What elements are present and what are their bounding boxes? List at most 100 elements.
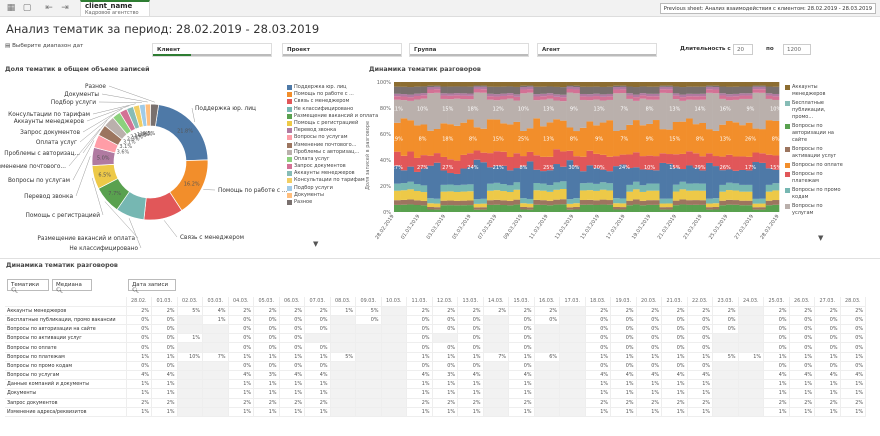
bar-data-label: 27% xyxy=(417,165,428,171)
date-column-header[interactable]: 06.03. xyxy=(279,297,305,307)
back-icon[interactable]: ⇤ xyxy=(45,3,53,13)
date-column-header[interactable]: 04.03. xyxy=(228,297,254,307)
stacked-title: Динамика тематик разговоров xyxy=(369,66,481,73)
x-tick-label: 27.03.2019 xyxy=(734,214,755,241)
pivot-table-container[interactable]: 28.02. 01.03. 02.03. 03.03. 04.03. 05.03. 06.0… xyxy=(5,297,875,436)
date-column-header[interactable]: 07.03. xyxy=(304,297,331,307)
stack-segment xyxy=(413,82,421,87)
bookmark-icon[interactable]: ▢ xyxy=(22,3,32,13)
row-topic-name[interactable]: Документы xyxy=(5,388,127,399)
stack-segment xyxy=(659,89,667,93)
table-cell xyxy=(330,324,356,335)
forward-icon[interactable]: ⇥ xyxy=(61,3,69,13)
date-column-header[interactable]: 17.03. xyxy=(559,297,586,307)
date-column-header[interactable]: 05.03. xyxy=(253,297,280,307)
stack-segment xyxy=(413,99,421,126)
app-tab[interactable]: client_name Кадровое агентство xyxy=(80,0,150,17)
table-cell: 1% xyxy=(457,379,484,390)
row-topic-name[interactable]: Вопросы по промо кодам xyxy=(5,361,127,372)
date-column-header[interactable]: 09.03. xyxy=(355,297,382,307)
bar-data-label: 8% xyxy=(696,137,704,143)
stack-segment xyxy=(453,185,461,192)
stack-segment xyxy=(752,128,760,153)
date-column-header[interactable]: 21.03. xyxy=(661,297,688,307)
filter-client[interactable]: Клиент xyxy=(152,43,272,57)
date-column-header[interactable]: 20.03. xyxy=(636,297,662,307)
date-column-header[interactable]: 15.03. xyxy=(508,297,535,307)
date-column-header[interactable]: 08.03. xyxy=(330,297,356,307)
date-column-header[interactable]: 18.03. xyxy=(585,297,611,307)
table-cell: 1% xyxy=(687,388,713,399)
row-topic-name[interactable]: Вопросы по услугам xyxy=(5,370,127,381)
date-column-header[interactable]: 28.02. xyxy=(126,297,152,307)
date-column-header[interactable]: 02.03. xyxy=(177,297,203,307)
date-column-header[interactable]: 13.03. xyxy=(457,297,484,307)
donut-category-label: Помощь по работе с ... xyxy=(218,188,288,194)
filter-project[interactable]: Проект xyxy=(282,43,402,57)
row-topic-name[interactable]: Данные компаний и документы xyxy=(5,379,127,390)
stack-segment xyxy=(480,152,488,163)
stacked-legend-scroll-icon[interactable]: ▼ xyxy=(818,234,824,242)
legend-scroll-icon[interactable]: ▼ xyxy=(313,240,319,248)
row-topic-name[interactable]: Изменение адреса/реквизитов xyxy=(5,407,127,417)
median-filter-button[interactable]: Медиана 🔍︎ xyxy=(52,279,92,294)
row-topic-name[interactable]: Вопросы по активации услуг xyxy=(5,333,127,344)
table-cell xyxy=(355,324,382,335)
date-column-header[interactable]: 12.03. xyxy=(432,297,458,307)
table-cell xyxy=(355,379,382,390)
date-column-header[interactable]: 24.03. xyxy=(738,297,764,307)
stack-segment xyxy=(546,191,554,201)
table-row: Изменение адреса/реквизитов 1% 1% 1% 1% 1% 1% 1… xyxy=(5,407,866,417)
row-topic-name[interactable]: Вопросы по платежам xyxy=(5,352,127,362)
date-column-header[interactable]: 03.03. xyxy=(202,297,229,307)
duration-from-input[interactable]: 20 xyxy=(733,44,753,55)
sheet-list-icon[interactable]: ▦ xyxy=(6,3,16,13)
date-column-header[interactable]: 23.03. xyxy=(712,297,739,307)
date-column-header[interactable]: 01.03. xyxy=(151,297,178,307)
donut-category-label: Не классифицировано xyxy=(69,246,138,252)
filter-group[interactable]: Группа xyxy=(409,43,529,57)
stack-segment xyxy=(413,86,421,94)
donut-value-label: 2.3% xyxy=(127,136,140,142)
stack-segment xyxy=(473,203,481,208)
row-topic-name[interactable]: Бесплатные публикации, промо вакансии xyxy=(5,315,127,326)
filter-agent[interactable]: Агент xyxy=(537,43,657,57)
duration-to-input[interactable]: 1200 xyxy=(783,44,811,55)
y-tick-label: 40% xyxy=(380,158,391,164)
date-range-button[interactable]: ▤ Выберите диапазон дат xyxy=(5,43,83,49)
stack-segment xyxy=(672,86,680,94)
table-cell: 0% xyxy=(789,315,815,326)
stack-segment xyxy=(672,93,680,96)
row-topic-name[interactable]: Вопросы по авторизации на сайте xyxy=(5,324,127,335)
stack-segment xyxy=(579,204,587,212)
date-column-header[interactable]: 28.03. xyxy=(840,297,866,307)
table-cell xyxy=(483,315,509,326)
stack-segment xyxy=(699,93,707,97)
stack-segment xyxy=(606,204,614,212)
date-filter-button[interactable]: Дата записи 🔍︎ xyxy=(128,279,176,294)
topics-filter-button[interactable]: Тематики 🔍︎ xyxy=(7,279,49,294)
date-column-header[interactable]: 16.03. xyxy=(534,297,560,307)
table-row: Вопросы по промо кодам 0% 0% 0% 0% 0% 0% 0% 0% 0%… xyxy=(5,361,866,372)
stack-segment xyxy=(712,82,720,86)
row-topic-name[interactable]: Запрос документов xyxy=(5,398,127,408)
date-column-header[interactable]: 10.03. xyxy=(381,297,407,307)
legend-label: Подбор услуги xyxy=(294,184,333,191)
table-cell: 0% xyxy=(840,333,866,344)
date-column-header[interactable]: 14.03. xyxy=(483,297,509,307)
date-column-header[interactable]: 19.03. xyxy=(610,297,637,307)
table-cell: 0% xyxy=(355,315,382,326)
date-column-header[interactable]: 22.03. xyxy=(687,297,713,307)
date-column-header[interactable]: 25.03. xyxy=(763,297,790,307)
previous-sheet-button[interactable]: Previous sheet: Анализ взаимодействия с … xyxy=(659,3,876,14)
row-topic-name[interactable]: Вопросы по оплате xyxy=(5,342,127,353)
row-topic-name[interactable]: Аккаунты менеджеров xyxy=(5,306,127,316)
stack-segment xyxy=(679,97,687,101)
stack-segment xyxy=(652,156,660,171)
date-column-header[interactable]: 11.03. xyxy=(406,297,433,307)
date-column-header[interactable]: 26.03. xyxy=(789,297,815,307)
stack-segment xyxy=(759,209,767,212)
stack-segment xyxy=(705,203,713,208)
table-cell: 0% xyxy=(687,361,713,372)
date-column-header[interactable]: 27.03. xyxy=(814,297,841,307)
